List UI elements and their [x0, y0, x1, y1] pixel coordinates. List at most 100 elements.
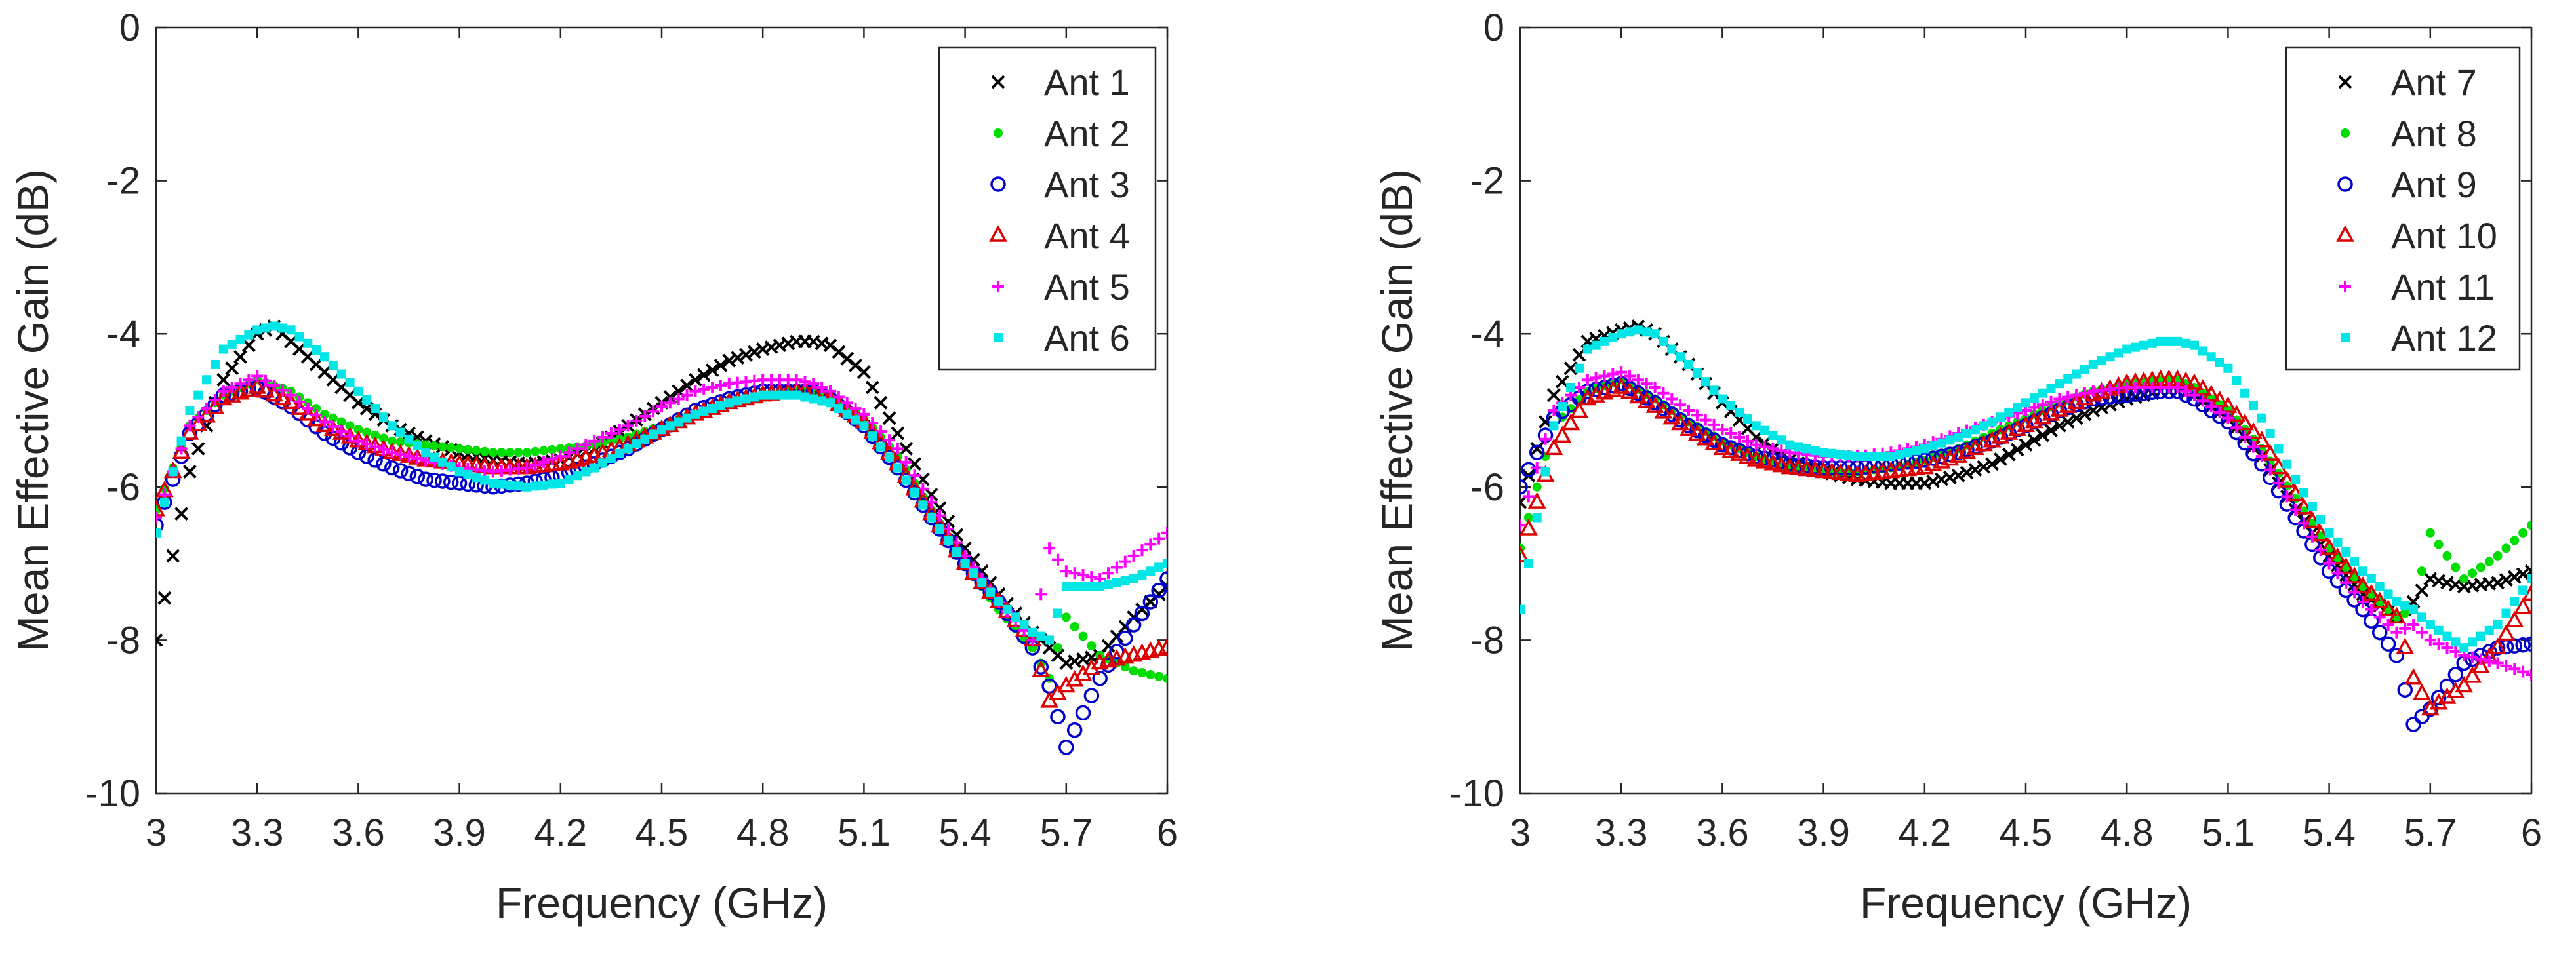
data-point	[437, 457, 447, 467]
data-point	[2303, 511, 2322, 528]
data-point	[901, 475, 911, 485]
data-point	[1523, 559, 1533, 568]
data-point	[192, 411, 205, 424]
data-point	[1696, 429, 1715, 446]
data-point	[2156, 336, 2165, 346]
data-point	[1977, 460, 1991, 474]
data-point	[2196, 395, 2209, 407]
data-point	[1775, 444, 1788, 457]
data-point	[437, 442, 447, 452]
data-point	[1699, 414, 1712, 426]
data-point	[2510, 597, 2520, 606]
data-point	[799, 376, 811, 388]
data-point	[2114, 348, 2123, 358]
data-point	[555, 444, 565, 454]
data-point	[2289, 503, 2302, 516]
data-point	[1767, 443, 1779, 455]
data-point	[345, 378, 355, 387]
data-point	[581, 467, 591, 477]
data-point	[362, 427, 372, 437]
data-point	[1070, 622, 1079, 631]
data-point	[2514, 597, 2531, 614]
data-point	[875, 425, 887, 438]
legend-label: Ant 1	[1044, 62, 1130, 103]
data-point	[977, 578, 987, 587]
data-point	[1060, 565, 1072, 578]
data-point	[2036, 428, 2050, 443]
y-tick-label: -4	[106, 313, 140, 355]
data-point	[1019, 620, 1029, 630]
data-point	[1716, 424, 1729, 436]
data-point	[2515, 637, 2531, 653]
data-point	[312, 404, 321, 414]
data-point	[191, 441, 205, 456]
data-point	[217, 385, 230, 397]
data-point	[2399, 622, 2411, 635]
data-point	[1522, 490, 1535, 503]
data-point	[2468, 637, 2478, 647]
data-point	[1061, 582, 1071, 591]
y-tick-label: -8	[106, 619, 140, 661]
data-point	[2508, 663, 2521, 675]
data-point	[2331, 567, 2344, 580]
data-point	[539, 480, 549, 490]
data-point	[384, 460, 400, 476]
data-point	[1163, 559, 1167, 568]
data-point	[2139, 340, 2148, 350]
data-point	[2501, 543, 2511, 553]
data-point	[1701, 377, 1710, 387]
data-point	[446, 462, 456, 472]
data-point	[159, 498, 169, 507]
data-point	[395, 427, 405, 437]
data-point	[994, 597, 1003, 606]
data-point	[2021, 398, 2030, 408]
data-point	[1092, 671, 1108, 686]
data-point	[2257, 413, 2266, 423]
data-point	[312, 345, 321, 355]
data-point	[1561, 413, 1580, 431]
data-point	[2417, 566, 2426, 576]
legend-marker	[991, 75, 1005, 89]
data-point	[918, 500, 928, 510]
data-point	[387, 436, 397, 446]
data-point	[2524, 636, 2531, 652]
data-point	[2373, 611, 2386, 623]
data-point	[1684, 359, 1693, 369]
data-point	[2181, 338, 2191, 348]
data-point	[2240, 388, 2250, 398]
data-point	[2206, 352, 2216, 362]
data-point	[395, 437, 405, 447]
data-point	[868, 431, 877, 441]
data-point	[590, 463, 599, 473]
data-point	[2053, 393, 2066, 405]
data-point	[2072, 369, 2082, 379]
data-point	[1735, 407, 1744, 417]
data-point	[1546, 388, 1561, 403]
data-point	[539, 446, 549, 456]
data-point	[353, 386, 363, 396]
data-point	[248, 377, 267, 394]
data-point	[605, 427, 617, 440]
data-point	[1637, 391, 1656, 408]
data-point	[2518, 585, 2528, 595]
data-point	[826, 398, 835, 408]
data-point	[172, 442, 191, 459]
data-point	[1530, 441, 1544, 456]
data-point	[2466, 651, 2479, 663]
data-point	[2455, 675, 2474, 693]
data-point	[1110, 561, 1123, 574]
data-point	[1527, 492, 1546, 509]
data-point	[824, 385, 836, 397]
data-point	[1078, 582, 1088, 591]
data-point	[1581, 374, 1594, 386]
x-tick-label: 5.1	[2202, 812, 2255, 854]
data-point	[555, 478, 565, 488]
data-point	[841, 397, 853, 409]
data-point	[2227, 405, 2246, 422]
data-point	[268, 380, 280, 392]
data-point	[1053, 643, 1062, 653]
data-point	[714, 380, 727, 392]
data-point	[1721, 441, 1741, 458]
data-point	[927, 513, 936, 523]
data-point	[2483, 655, 2495, 667]
